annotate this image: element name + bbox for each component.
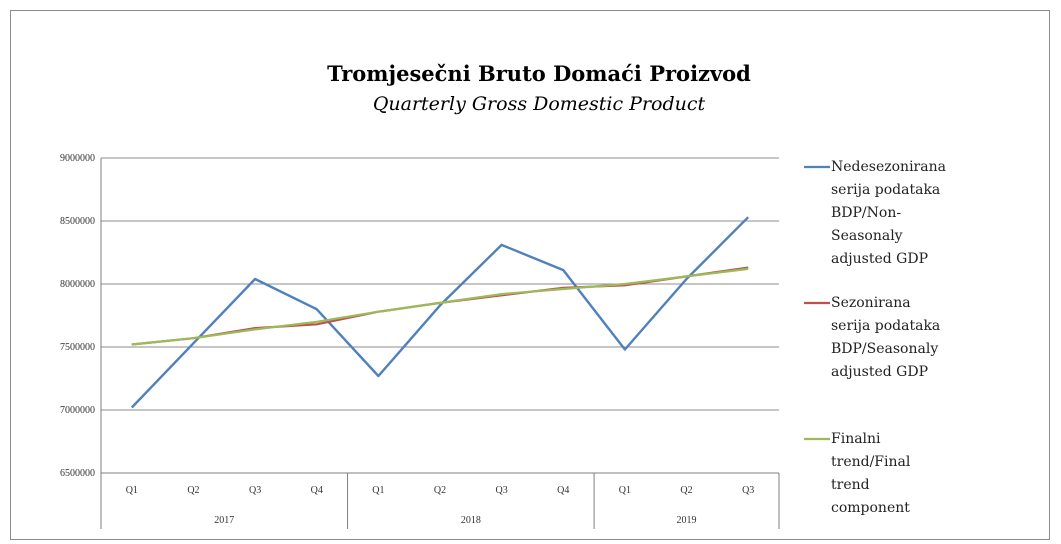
legend: Nedesezonirana serija podataka BDP/Non- Sea…: [804, 159, 946, 516]
legend-entry-text: BDP/Seasonaly: [831, 341, 938, 357]
x-tick-label: Q2: [680, 485, 692, 496]
y-tick-label: 9000000: [60, 153, 95, 164]
x-tick-label: Q4: [311, 485, 323, 496]
x-tick-label: Q4: [557, 485, 569, 496]
y-tick-label: 6500000: [60, 468, 95, 479]
legend-entry-text: serija podataka: [831, 182, 940, 198]
legend-entry-text: component: [831, 500, 910, 516]
axis-layer: 6500000 7000000 7500000 8000000 8500000 90000…: [60, 153, 780, 529]
legend-entry-text: serija podataka: [831, 318, 940, 334]
y-tick-label: 8000000: [60, 279, 95, 290]
x-tick-label: Q3: [496, 485, 508, 496]
chart-title: Tromjesečni Bruto Domaći Proizvod: [327, 61, 751, 86]
legend-entry-text: trend/Final: [831, 454, 911, 470]
x-tick-label: Q2: [434, 485, 446, 496]
legend-entry-text: Nedesezonirana: [831, 159, 946, 175]
legend-entry-text: trend: [831, 477, 870, 493]
x-tick-label: Q2: [187, 485, 199, 496]
legend-entry-text: adjusted GDP: [831, 364, 928, 380]
x-tick-label: Q1: [126, 485, 138, 496]
chart-subtitle: Quarterly Gross Domestic Product: [373, 93, 706, 115]
legend-entry-text: Finalni: [831, 431, 881, 447]
series-line: [130, 216, 750, 409]
x-group-label: 2019: [677, 515, 697, 526]
x-group-label: 2018: [461, 515, 481, 526]
legend-entry-text: Sezonirana: [831, 295, 911, 311]
legend-entry-text: BDP/Non-: [831, 205, 901, 221]
y-tick-label: 7000000: [60, 405, 95, 416]
x-tick-label: Q1: [619, 485, 631, 496]
grid-layer: [101, 157, 779, 474]
x-tick-label: Q3: [249, 485, 261, 496]
series-layer: [130, 216, 750, 409]
x-tick-label: Q3: [742, 485, 754, 496]
y-tick-label: 7500000: [60, 342, 95, 353]
legend-entry-text: adjusted GDP: [831, 251, 928, 267]
series-line: [131, 267, 749, 346]
chart-frame: Tromjesečni Bruto Domaći Proizvod Quarte…: [10, 10, 1050, 540]
x-group-label: 2017: [214, 515, 234, 526]
x-tick-label: Q1: [372, 485, 384, 496]
legend-entry-text: Seasonaly: [831, 228, 903, 244]
chart-svg: Tromjesečni Bruto Domaći Proizvod Quarte…: [60, 61, 946, 529]
y-tick-label: 8500000: [60, 216, 95, 227]
